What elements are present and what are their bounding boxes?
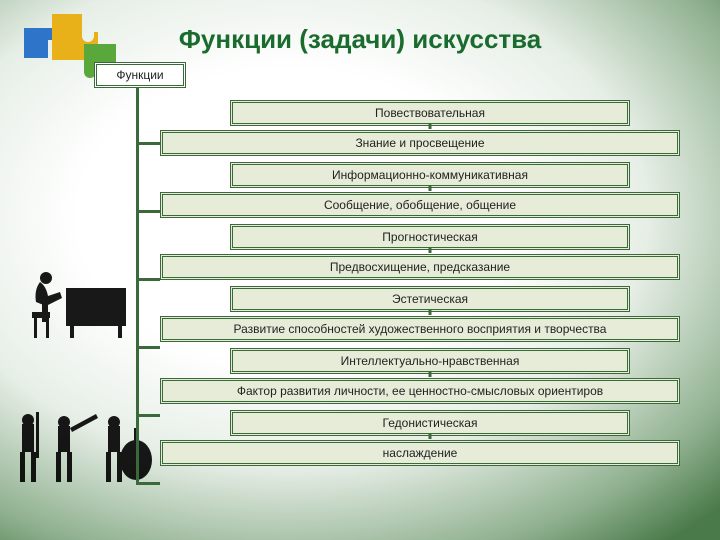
connector-mini bbox=[429, 185, 432, 191]
connector-mini bbox=[429, 371, 432, 377]
function-desc-label: Фактор развития личности, ее ценностно-с… bbox=[237, 384, 603, 398]
function-desc-box: Знание и просвещение bbox=[160, 130, 680, 156]
connector-mini bbox=[429, 433, 432, 439]
function-name-box: Прогностическая bbox=[230, 224, 630, 250]
function-pair: Информационно-коммуникативная Сообщение, … bbox=[140, 162, 690, 218]
function-desc-label: Предвосхищение, предсказание bbox=[330, 260, 510, 274]
function-desc-box: наслаждение bbox=[160, 440, 680, 466]
root-node: Функции bbox=[94, 62, 186, 88]
function-name-box: Информационно-коммуникативная bbox=[230, 162, 630, 188]
function-name-label: Интеллектуально-нравственная bbox=[341, 354, 520, 368]
function-name-box: Эстетическая bbox=[230, 286, 630, 312]
function-name-label: Гедонистическая bbox=[383, 416, 478, 430]
band-silhouette-icon bbox=[6, 400, 156, 510]
function-desc-box: Развитие способностей художественного во… bbox=[160, 316, 680, 342]
function-name-box: Интеллектуально-нравственная bbox=[230, 348, 630, 374]
function-pair: Интеллектуально-нравственная Фактор разви… bbox=[140, 348, 690, 404]
function-name-label: Информационно-коммуникативная bbox=[332, 168, 528, 182]
root-node-label: Функции bbox=[116, 68, 163, 82]
function-name-label: Повествовательная bbox=[375, 106, 485, 120]
function-desc-label: наслаждение bbox=[383, 446, 458, 460]
function-desc-label: Сообщение, обобщение, общение bbox=[324, 198, 516, 212]
function-pair: Повествовательная Знание и просвещение bbox=[140, 100, 690, 156]
function-name-label: Эстетическая bbox=[392, 292, 468, 306]
function-name-label: Прогностическая bbox=[382, 230, 477, 244]
connector-trunk bbox=[136, 88, 139, 485]
pianist-silhouette-icon bbox=[16, 260, 134, 340]
connector-branch bbox=[136, 482, 160, 485]
rows-container: Повествовательная Знание и просвещение Инф… bbox=[140, 100, 690, 472]
connector-branch bbox=[136, 210, 160, 213]
connector-mini bbox=[429, 309, 432, 315]
function-desc-box: Сообщение, обобщение, общение bbox=[160, 192, 680, 218]
function-desc-box: Предвосхищение, предсказание bbox=[160, 254, 680, 280]
connector-mini bbox=[429, 247, 432, 253]
function-desc-box: Фактор развития личности, ее ценностно-с… bbox=[160, 378, 680, 404]
connector-mini bbox=[429, 123, 432, 129]
connector-branch bbox=[136, 142, 160, 145]
page-title: Функции (задачи) искусства bbox=[0, 24, 720, 55]
function-desc-label: Развитие способностей художественного во… bbox=[234, 322, 607, 336]
function-name-box: Повествовательная bbox=[230, 100, 630, 126]
function-name-box: Гедонистическая bbox=[230, 410, 630, 436]
function-pair: Гедонистическая наслаждение bbox=[140, 410, 690, 466]
function-pair: Эстетическая Развитие способностей художе… bbox=[140, 286, 690, 342]
connector-branch bbox=[136, 278, 160, 281]
function-desc-label: Знание и просвещение bbox=[355, 136, 484, 150]
connector-branch bbox=[136, 414, 160, 417]
connector-branch bbox=[136, 346, 160, 349]
function-pair: Прогностическая Предвосхищение, предсказа… bbox=[140, 224, 690, 280]
